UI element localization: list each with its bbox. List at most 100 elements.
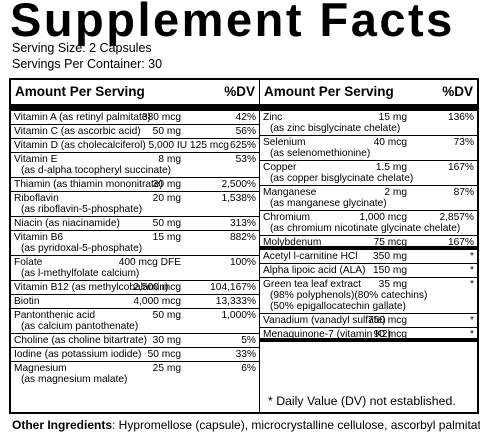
- nutrient-dv: 6%: [241, 363, 256, 374]
- nutrient-amount: 2,500 mcg: [133, 282, 181, 293]
- nutrient-source: (as calcium pantothenate): [21, 321, 139, 332]
- right-header: Amount Per Serving %DV: [260, 80, 477, 111]
- nutrient-name: Menaquinone-7 (vitamin K2): [263, 329, 391, 340]
- nutrient-dv: *: [470, 251, 474, 262]
- nutrient-table: Amount Per Serving %DV Vitamin A (as ret…: [9, 78, 479, 414]
- nutrient-dv: 2,857%: [439, 212, 474, 223]
- nutrient-amount: 150 mg: [373, 265, 407, 276]
- right-nutrient-row: Acetyl l-carnitine HCl 350 mg *: [260, 250, 477, 264]
- right-nutrient-row: Zinc (as zinc bisglycinate chelate) 15 mg 1…: [260, 111, 477, 136]
- nutrient-amount: 50 mg: [152, 218, 181, 229]
- nutrient-dv: *: [470, 265, 474, 276]
- nutrient-source: (as l-methylfolate calcium): [21, 268, 140, 279]
- nutrient-name: Folate: [14, 257, 43, 268]
- other-ingredients: Other Ingredients: Hypromellose (capsule…: [12, 418, 480, 432]
- right-nutrient-row: Vanadium (vanadyl sulfate) 750 mcg *: [260, 314, 477, 328]
- nutrient-name: Vitamin D (as cholecalciferol) 5,000 IU …: [14, 140, 229, 151]
- serving-size: Serving Size: 2 Capsules: [12, 41, 152, 55]
- other-ingredients-text: : Hypromellose (capsule), microcrystalli…: [112, 418, 480, 432]
- nutrient-name: Copper: [263, 162, 297, 173]
- left-nutrient-row: Vitamin D (as cholecalciferol) 5,000 IU …: [11, 139, 259, 153]
- nutrient-source: (as chromium nicotinate glycinate chelat…: [270, 223, 461, 234]
- left-nutrient-row: Thiamin (as thiamin mononitrate) 30 mg 2,5…: [11, 178, 259, 192]
- nutrient-dv: 53%: [235, 154, 256, 165]
- nutrient-name: Green tea leaf extract: [263, 279, 361, 290]
- nutrient-name: Chromium: [263, 212, 310, 223]
- amount-header: Amount Per Serving: [264, 84, 394, 99]
- nutrient-amount: 750 mcg: [367, 315, 407, 326]
- nutrient-name: Choline (as choline bitartrate): [14, 335, 148, 346]
- nutrient-amount: 15 mg: [152, 232, 181, 243]
- right-column: Amount Per Serving %DV Zinc (as zinc bisg…: [260, 80, 477, 412]
- nutrient-name: Manganese: [263, 187, 317, 198]
- left-nutrient-row: Riboflavin (as riboflavin-5-phosphate) 20 …: [11, 192, 259, 217]
- nutrient-dv: 2,500%: [221, 179, 256, 190]
- nutrient-amount: 400 mcg DFE: [118, 257, 181, 268]
- right-nutrient-row: Molybdenum 75 mcg 167%: [260, 236, 477, 250]
- right-nutrient-row: Selenium (as selenomethionine) 40 mcg 73%: [260, 136, 477, 161]
- right-nutrient-row: Menaquinone-7 (vitamin K2) 90 mcg *: [260, 328, 477, 342]
- nutrient-dv: 625%: [229, 140, 256, 151]
- nutrient-name: Vitamin B12 (as methylcobalamin): [14, 282, 169, 293]
- nutrient-name: Molybdenum: [263, 237, 322, 248]
- nutrient-amount: 380 mcg: [141, 112, 181, 123]
- left-nutrient-row: Iodine (as potassium iodide) 50 mcg 33%: [11, 348, 259, 362]
- nutrient-amount: 25 mg: [152, 363, 181, 374]
- left-header: Amount Per Serving %DV: [11, 80, 259, 111]
- nutrient-dv: *: [470, 329, 474, 340]
- left-nutrient-row: Biotin 4,000 mcg 13,333%: [11, 295, 259, 309]
- nutrient-name: Zinc: [263, 112, 283, 123]
- nutrient-name: Iodine (as potassium iodide): [14, 349, 142, 360]
- nutrient-amount: 30 mg: [152, 179, 181, 190]
- nutrient-name: Niacin (as niacinamide): [14, 218, 120, 229]
- left-nutrient-row: Pantonthenic acid (as calcium pantothenat…: [11, 309, 259, 334]
- right-rows: Zinc (as zinc bisglycinate chelate) 15 mg 1…: [260, 111, 477, 342]
- nutrient-name: Vitamin E: [14, 154, 58, 165]
- nutrient-dv: 136%: [447, 112, 474, 123]
- nutrient-amount: 40 mcg: [373, 137, 407, 148]
- nutrient-name: Riboflavin: [14, 193, 59, 204]
- nutrient-amount: 2 mg: [384, 187, 407, 198]
- nutrient-amount: 15 mg: [378, 112, 407, 123]
- left-nutrient-row: Vitamin E (as d-alpha tocopheryl succinat…: [11, 153, 259, 178]
- nutrient-name: Vanadium (vanadyl sulfate): [263, 315, 386, 326]
- servings-per-container: Servings Per Container: 30: [12, 57, 163, 71]
- right-nutrient-row: Chromium (as chromium nicotinate glycinat…: [260, 211, 477, 236]
- nutrient-dv: 104,167%: [210, 282, 256, 293]
- nutrient-dv: 882%: [229, 232, 256, 243]
- dv-header: %DV: [224, 84, 255, 99]
- nutrient-amount: 35 mg: [378, 279, 407, 290]
- nutrient-source: (as pyridoxal-5-phosphate): [21, 243, 143, 254]
- nutrient-source: (as magnesium malate): [21, 374, 128, 385]
- nutrient-name: Selenium: [263, 137, 306, 148]
- nutrient-dv: 1,000%: [221, 310, 256, 321]
- other-ingredients-label: Other Ingredients: [12, 418, 113, 432]
- nutrient-dv: 13,333%: [215, 296, 256, 307]
- nutrient-name: Vitamin B6: [14, 232, 64, 243]
- nutrient-amount: 1,000 mcg: [359, 212, 407, 223]
- nutrient-dv: 1,538%: [221, 193, 256, 204]
- nutrient-dv: 167%: [447, 237, 474, 248]
- left-nutrient-row: Choline (as choline bitartrate) 30 mg 5%: [11, 334, 259, 348]
- dv-footnote: * Daily Value (DV) not established.: [268, 394, 456, 408]
- nutrient-source: (as manganese glycinate): [270, 198, 387, 209]
- left-column: Amount Per Serving %DV Vitamin A (as ret…: [11, 80, 260, 412]
- nutrient-amount: 20 mg: [152, 193, 181, 204]
- left-nutrient-row: Vitamin C (as ascorbic acid) 50 mg 56%: [11, 125, 259, 139]
- nutrient-amount: 350 mg: [373, 251, 407, 262]
- left-nutrient-row: Vitamin B6 (as pyridoxal-5-phosphate) 15 m…: [11, 231, 259, 256]
- nutrient-name: Biotin: [14, 296, 40, 307]
- amount-header: Amount Per Serving: [15, 84, 145, 99]
- nutrient-dv: 100%: [229, 257, 256, 268]
- right-nutrient-row: Copper (as copper bisglycinate chelate) 1.…: [260, 161, 477, 186]
- left-nutrient-row: Vitamin B12 (as methylcobalamin) 2,500 mc…: [11, 281, 259, 295]
- nutrient-dv: *: [470, 279, 474, 290]
- nutrient-name: Vitamin A (as retinyl palmitate): [14, 112, 151, 123]
- nutrient-dv: 167%: [447, 162, 474, 173]
- nutrient-dv: 33%: [235, 349, 256, 360]
- nutrient-amount: 4,000 mcg: [133, 296, 181, 307]
- nutrient-name: Pantonthenic acid: [14, 310, 95, 321]
- nutrient-name: Acetyl l-carnitine HCl: [263, 251, 358, 262]
- nutrient-dv: 73%: [453, 137, 474, 148]
- nutrient-source-detail: (50% epigallocatechin gallate): [270, 301, 406, 312]
